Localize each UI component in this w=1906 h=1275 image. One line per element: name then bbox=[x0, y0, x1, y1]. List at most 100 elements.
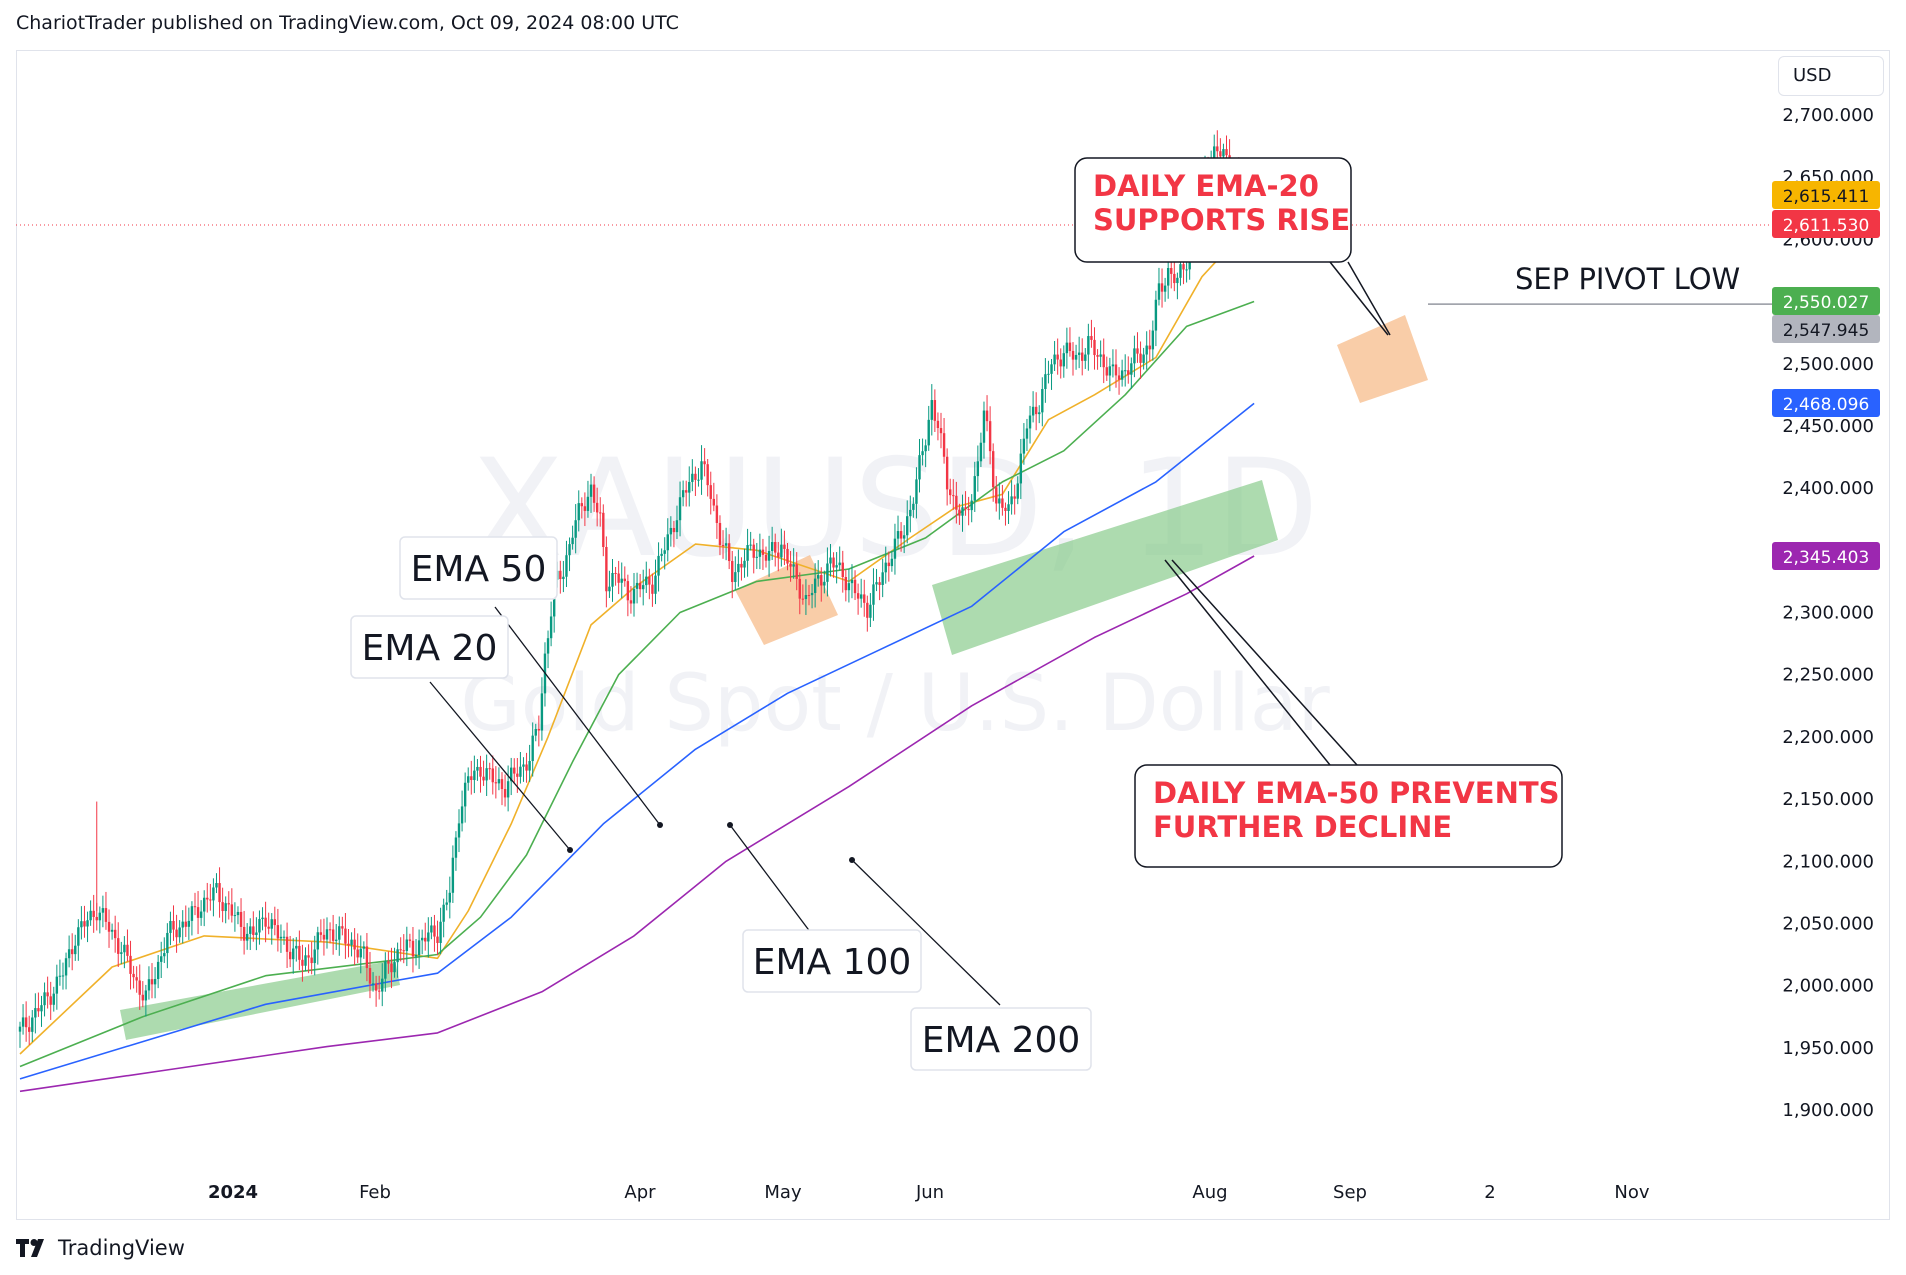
candle-body bbox=[645, 576, 648, 586]
candle-body bbox=[123, 944, 126, 953]
candle-body bbox=[166, 932, 169, 954]
candle-body bbox=[752, 544, 755, 558]
candle-body bbox=[252, 926, 255, 935]
candle-body bbox=[672, 527, 676, 533]
candle-body bbox=[549, 616, 553, 639]
candle-body bbox=[958, 509, 961, 516]
candle-body bbox=[1176, 277, 1179, 284]
ema-100-leader-dot bbox=[727, 822, 733, 828]
candle-body bbox=[417, 940, 421, 956]
candle-body bbox=[442, 904, 445, 922]
candle-body bbox=[436, 936, 439, 943]
highlight-green-jan bbox=[120, 960, 400, 1040]
candle-body bbox=[282, 936, 286, 938]
candle-body bbox=[620, 578, 623, 583]
label-ema-20-box bbox=[350, 615, 509, 679]
ema-50-leader bbox=[494, 606, 661, 826]
price-axis[interactable]: 1,900.000 1,950.000 2,000.000 2,050.000 2,10… bbox=[1782, 105, 1874, 1121]
candle-body bbox=[909, 509, 912, 517]
candle-body bbox=[629, 600, 633, 604]
candle-body bbox=[635, 582, 639, 589]
candle-body bbox=[390, 963, 393, 973]
candle-body bbox=[623, 578, 626, 582]
candle-body bbox=[952, 495, 955, 497]
candle-body bbox=[160, 956, 163, 962]
candle-body bbox=[70, 949, 74, 955]
candle-body bbox=[678, 497, 682, 521]
candle-body bbox=[497, 779, 501, 784]
candle-body bbox=[1151, 330, 1155, 350]
candle-body bbox=[506, 781, 510, 798]
candle-body bbox=[279, 936, 283, 939]
candle-body bbox=[519, 766, 522, 777]
currency-selector[interactable]: USD bbox=[1778, 56, 1884, 96]
candle-body bbox=[829, 557, 832, 564]
candle-body bbox=[184, 921, 187, 927]
y-tick-label: 2,300.000 bbox=[1782, 603, 1874, 624]
candle-body bbox=[731, 561, 734, 583]
candle-body bbox=[1028, 415, 1032, 429]
candle-body bbox=[147, 979, 151, 991]
callout-ema-50-pointer bbox=[1164, 559, 1331, 766]
candle-body bbox=[1044, 374, 1047, 390]
candle-body bbox=[967, 509, 970, 511]
candle-body bbox=[1041, 389, 1044, 413]
ema-20-leader bbox=[429, 681, 571, 851]
candle-body bbox=[599, 512, 602, 514]
candle-body bbox=[58, 975, 62, 977]
candle-body bbox=[1056, 354, 1059, 360]
candle-body bbox=[1090, 336, 1093, 340]
candle-body bbox=[138, 980, 141, 995]
price-label: 2,615.411 bbox=[1772, 181, 1880, 209]
candle-body bbox=[617, 573, 620, 583]
callout-ema-20-pointer bbox=[1329, 261, 1389, 336]
candle-body bbox=[1124, 370, 1127, 372]
candle-body bbox=[786, 548, 789, 564]
price-label-text: 2,547.945 bbox=[1783, 321, 1870, 341]
time-axis[interactable]: 2024 Feb Apr May Jun Aug Sep 2 Nov bbox=[208, 1182, 1650, 1203]
candle-body bbox=[427, 932, 430, 942]
candle-body bbox=[1025, 428, 1029, 439]
candle-body bbox=[479, 766, 482, 777]
candle-body bbox=[927, 419, 930, 446]
candle-body bbox=[718, 522, 722, 546]
candle-body bbox=[924, 445, 927, 452]
ema-200-line bbox=[19, 555, 1255, 1093]
candle-body bbox=[1001, 498, 1004, 508]
candle-body bbox=[365, 946, 369, 969]
candle-body bbox=[132, 973, 135, 978]
candle-body bbox=[703, 461, 706, 465]
candle-body bbox=[384, 961, 387, 979]
candle-body bbox=[1053, 354, 1056, 365]
candle-body bbox=[141, 994, 144, 1001]
x-tick-label: May bbox=[764, 1182, 802, 1203]
candle-body bbox=[196, 907, 200, 918]
candle-body bbox=[430, 925, 433, 933]
candle-body bbox=[546, 638, 550, 654]
candle-body bbox=[1225, 149, 1228, 156]
candle-body bbox=[387, 961, 390, 964]
candle-body bbox=[64, 958, 68, 976]
tradingview-logo-icon bbox=[16, 1239, 44, 1257]
candle-body bbox=[292, 948, 295, 960]
candle-body bbox=[807, 595, 811, 597]
candle-body bbox=[172, 920, 175, 930]
chart-frame[interactable] bbox=[16, 50, 1890, 1220]
candle-body bbox=[46, 992, 49, 997]
candle-body bbox=[942, 433, 946, 457]
candle-body bbox=[242, 926, 246, 941]
label-ema-20: EMA 20 bbox=[350, 615, 509, 679]
candle-body bbox=[473, 770, 476, 781]
candle-body bbox=[420, 937, 424, 941]
candle-body bbox=[218, 883, 221, 903]
candle-body bbox=[356, 949, 359, 958]
candle-body bbox=[298, 945, 301, 960]
candle-body bbox=[212, 887, 215, 901]
candle-body bbox=[227, 903, 230, 905]
price-label-bg bbox=[1772, 210, 1880, 238]
candle-body bbox=[844, 577, 848, 591]
